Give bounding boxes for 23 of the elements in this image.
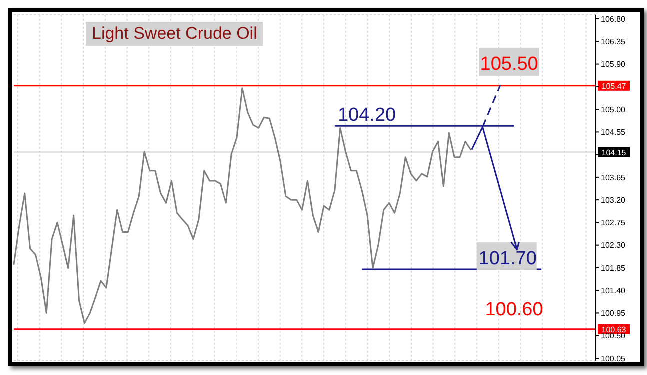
line-series bbox=[13, 88, 472, 324]
y-tick-label: 104.55 bbox=[601, 128, 626, 138]
y-tick-label: 100.50 bbox=[601, 332, 626, 341]
y-tick-label: 103.65 bbox=[601, 173, 626, 182]
ref-line-label: 100.63 bbox=[602, 325, 627, 334]
annotation: 101.70 bbox=[478, 248, 537, 270]
y-tick-label: 103.20 bbox=[601, 196, 626, 205]
y-tick-label: 102.75 bbox=[601, 218, 626, 228]
y-tick-label: 100.95 bbox=[601, 309, 626, 318]
text: Light Sweet Crude Oil bbox=[86, 22, 264, 46]
ref-line-label: 105.47 bbox=[602, 82, 627, 91]
y-tick-label: 100.05 bbox=[601, 354, 626, 364]
annotation: 104.20 bbox=[338, 105, 396, 126]
y-tick-label: 101.85 bbox=[601, 264, 626, 273]
y-tick-label: 105.90 bbox=[601, 60, 626, 70]
y-tick-label: 106.35 bbox=[601, 37, 626, 46]
ref-line-label: 104.15 bbox=[602, 148, 627, 158]
y-tick-label: 102.30 bbox=[601, 241, 626, 250]
y-tick-label: 106.80 bbox=[601, 14, 626, 24]
annotation: 100.60 bbox=[485, 299, 544, 320]
y-tick-label: 101.40 bbox=[601, 286, 626, 296]
y-tick-label: 105.00 bbox=[601, 105, 626, 114]
annotation: 105.50 bbox=[480, 54, 538, 75]
